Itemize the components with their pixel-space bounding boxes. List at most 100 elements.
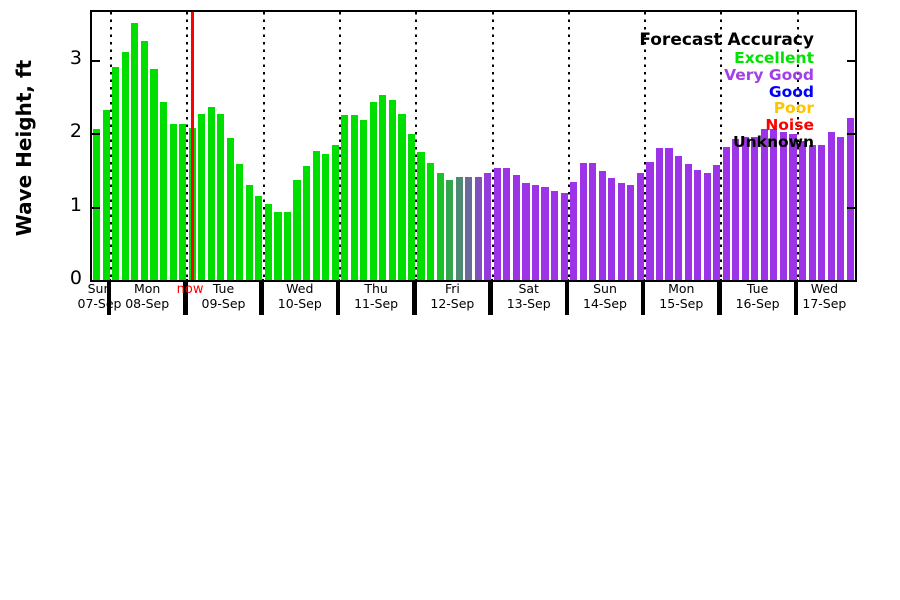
day-boundary-tick [106, 279, 112, 315]
weekday-label: Tue [746, 281, 769, 296]
date-label: 16-Sep [735, 295, 780, 311]
forecast-accuracy-legend: Forecast Accuracy Excellent Very Good Good… [639, 31, 814, 151]
wave-height-bar [388, 100, 396, 280]
wave-height-bar [226, 138, 234, 280]
weekday-label: Sun [87, 281, 112, 296]
wave-height-bar [589, 163, 597, 280]
day-boundary-tick [717, 279, 722, 315]
day-boundary-gridline [796, 12, 799, 280]
day-boundary-tick [259, 279, 264, 315]
day-boundary-gridline [567, 12, 570, 280]
x-axis-day-label: Wed 17-Sep [779, 281, 869, 311]
wave-height-bar [741, 136, 749, 280]
wave-height-bar [379, 94, 387, 280]
day-boundary-gridline [720, 12, 723, 280]
wave-height-bar [770, 129, 778, 280]
wave-height-bar [179, 123, 187, 280]
wave-height-bar [436, 172, 444, 280]
wave-height-bar [713, 164, 721, 280]
y-tickmark-right [847, 206, 855, 209]
plot-area [90, 10, 857, 282]
day-boundary-tick [564, 279, 570, 315]
wave-height-bar [560, 193, 568, 280]
wave-height-bar [169, 123, 177, 280]
wave-height-bar [159, 101, 168, 280]
weekday-label: Tue [212, 281, 235, 296]
wave-height-bar [570, 182, 578, 280]
day-boundary-gridline [186, 12, 189, 280]
wave-height-bar [283, 211, 292, 280]
legend-item-noise: Noise [765, 116, 814, 135]
wave-height-bar [455, 177, 463, 280]
wave-height-bar [274, 211, 282, 280]
wave-height-bar [751, 136, 759, 280]
legend-item-good: Good [768, 82, 814, 101]
wave-height-bar [779, 131, 788, 280]
wave-height-bar [303, 166, 311, 280]
wave-height-bar [131, 23, 139, 280]
wave-height-bar [579, 163, 587, 280]
wave-height-bar [331, 144, 339, 280]
wave-height-bar [207, 106, 215, 280]
wave-height-bar [493, 168, 501, 280]
wave-height-bar [808, 144, 816, 280]
y-tickmark-left [92, 206, 100, 209]
wave-height-bar [484, 172, 492, 280]
wave-height-bar [760, 129, 768, 280]
wave-height-bar [369, 102, 377, 280]
day-boundary-gridline [338, 12, 341, 280]
wave-height-bar [551, 191, 559, 280]
date-label: 10-Sep [277, 295, 322, 311]
x-axis-day-label: Fri 12-Sep [407, 281, 497, 311]
wave-height-bar [341, 114, 349, 280]
y-tick-label: 1 [69, 193, 82, 216]
wave-height-bar [512, 175, 520, 280]
date-label: 15-Sep [659, 295, 704, 311]
wave-height-bar [636, 172, 644, 280]
wave-height-bar [827, 131, 835, 280]
wave-height-bar [818, 144, 826, 280]
wave-height-bar [617, 183, 625, 280]
day-boundary-gridline [491, 12, 494, 280]
day-boundary-tick [793, 279, 799, 315]
wave-height-bar [541, 187, 549, 280]
wave-height-bar [217, 114, 225, 280]
y-tickmark-right [847, 59, 855, 62]
weekday-label: Thu [364, 281, 388, 296]
wave-height-bar [312, 150, 320, 280]
wave-height-bar [732, 139, 740, 280]
weekday-label: Fri [444, 281, 460, 296]
y-tickmark-left [92, 59, 100, 62]
wave-height-bar [674, 155, 683, 280]
legend-item-very-good: Very Good [724, 65, 814, 84]
x-axis-day-label: Wed 10-Sep [255, 281, 345, 311]
legend-item-excellent: Excellent [734, 49, 814, 67]
wave-height-bar [665, 147, 673, 280]
wave-height-bar [93, 129, 101, 280]
date-label: 17-Sep [802, 295, 847, 311]
wave-height-bar [121, 52, 129, 280]
x-axis-day-label: Sat 13-Sep [484, 281, 574, 311]
wave-height-bar [264, 204, 272, 280]
wave-height-bar [322, 153, 330, 280]
wave-height-bar [417, 151, 425, 280]
wave-height-bar [360, 119, 368, 280]
wave-height-bar [694, 169, 702, 280]
wave-height-bar [245, 184, 253, 280]
y-axis-label: Wave Height, ft [12, 59, 36, 237]
wave-height-bar [684, 164, 692, 280]
legend-item-unknown: Unknown [733, 132, 814, 151]
wave-height-bar [798, 140, 807, 280]
wave-height-bar [398, 114, 406, 280]
weekday-label: Sun [593, 281, 617, 296]
wave-height-bar [112, 67, 120, 280]
y-tickmark-right [847, 133, 855, 136]
date-label: 08-Sep [125, 295, 170, 311]
weekday-label: Sat [518, 281, 539, 296]
date-label: 13-Sep [506, 295, 551, 311]
day-boundary-tick [640, 279, 646, 315]
wave-height-bar [407, 133, 416, 280]
wave-height-bar [140, 40, 148, 280]
y-tickmark-left [92, 133, 100, 136]
